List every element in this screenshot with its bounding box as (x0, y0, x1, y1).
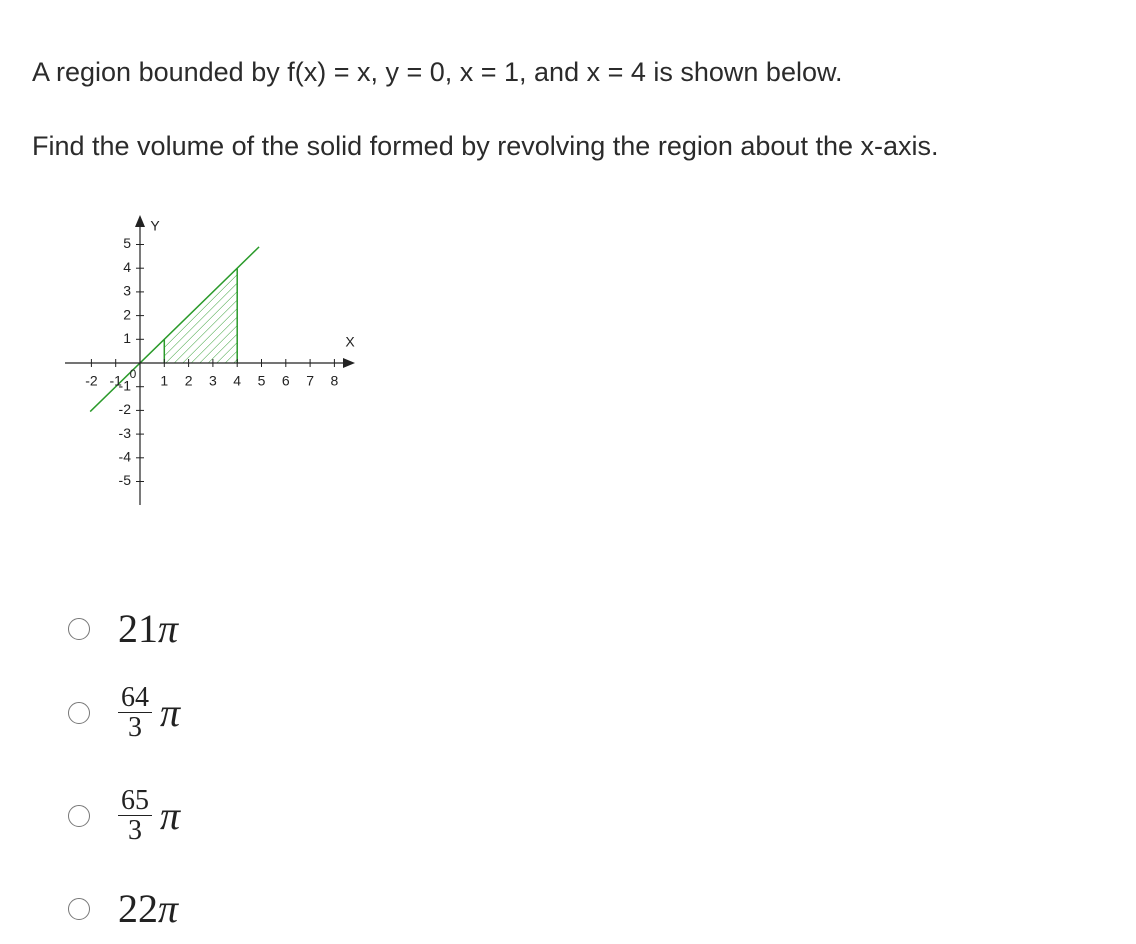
math: 65 3 π (118, 786, 180, 846)
x-arrow (343, 358, 355, 368)
radio-button[interactable] (68, 617, 90, 640)
y-tick-label: -4 (119, 449, 132, 465)
denominator: 3 (128, 712, 142, 744)
shaded-region (164, 268, 238, 363)
option[interactable]: 21 π (68, 605, 178, 652)
x-tick-label: 2 (185, 373, 193, 389)
pi: π (160, 793, 181, 839)
x-axis-label: X (345, 334, 355, 350)
y-tick-label: 3 (123, 283, 131, 299)
curve (89, 246, 260, 413)
option[interactable]: 64 3 π (68, 683, 180, 743)
numerator: 64 (118, 683, 152, 714)
y-tick-label: -2 (119, 401, 132, 417)
x-tick-label: -2 (85, 373, 98, 389)
pi: π (160, 690, 181, 736)
y-arrow (135, 215, 145, 227)
option-text: 21 (118, 606, 158, 651)
math: 22 π (118, 885, 178, 932)
question-line: Find the volume of the solid formed by r… (32, 131, 939, 161)
x-tick-label: 8 (331, 373, 339, 389)
y-tick-label: -5 (119, 472, 132, 488)
x-tick-label: 4 (233, 373, 241, 389)
y-tick-label: -1 (119, 377, 132, 393)
x-tick-label: 3 (209, 373, 217, 389)
y-tick-label: 2 (123, 306, 131, 322)
radio-button[interactable] (68, 804, 90, 827)
math: 21 π (118, 605, 178, 652)
numerator: 65 (118, 786, 152, 817)
y-tick-label: 4 (123, 259, 131, 275)
denominator: 3 (128, 815, 142, 847)
option[interactable]: 65 3 π (68, 786, 180, 846)
option-text: 22 (118, 886, 158, 931)
y-tick-label: 1 (123, 330, 131, 346)
x-tick-label: 5 (258, 373, 266, 389)
fraction: 65 3 (118, 786, 152, 846)
origin-label: 0 (130, 367, 137, 381)
radio-button[interactable] (68, 897, 90, 920)
x-tick-label: 6 (282, 373, 290, 389)
y-tick-label: -3 (119, 425, 132, 441)
option[interactable]: 22 π (68, 885, 178, 932)
question-line: A region bounded by f(x) = x, y = 0, x =… (32, 57, 843, 87)
fraction: 64 3 (118, 683, 152, 743)
pi: π (158, 606, 179, 651)
y-tick-label: 5 (123, 235, 131, 251)
x-tick-label: 7 (306, 373, 314, 389)
math: 64 3 π (118, 683, 180, 743)
x-tick-label: -1 (109, 373, 122, 389)
x-tick-label: 1 (160, 373, 168, 389)
radio-button[interactable] (68, 701, 90, 724)
y-axis-label: Y (150, 218, 160, 234)
pi: π (158, 886, 179, 931)
